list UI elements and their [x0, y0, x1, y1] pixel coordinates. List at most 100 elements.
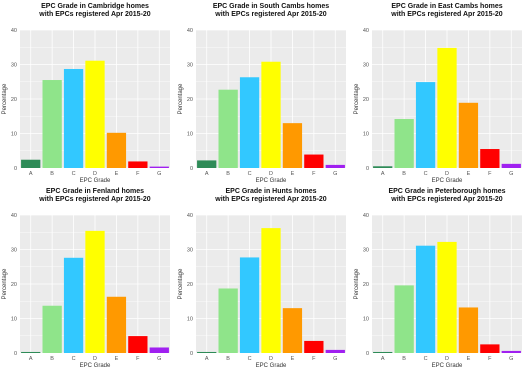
bar-g [325, 349, 345, 353]
bar-g [325, 164, 345, 168]
chart-title-line: EPC Grade in South Cambs homes [213, 3, 329, 10]
x-tick-label: F [312, 356, 316, 362]
x-tick-label: A [381, 171, 385, 177]
bar-e [458, 307, 479, 353]
x-axis-title: EPC Grade [432, 363, 463, 369]
bar-f [128, 161, 148, 168]
y-tick-label: 40 [363, 28, 369, 34]
y-tick-label: 0 [366, 166, 369, 172]
bar-b [42, 80, 62, 168]
y-tick-label: 0 [190, 166, 193, 172]
y-tick-label: 10 [11, 132, 17, 138]
bar-c [239, 77, 260, 168]
y-tick-label: 40 [187, 213, 193, 219]
bar-e [106, 296, 127, 353]
x-tick-label: D [269, 356, 273, 362]
x-axis-title: EPC Grade [80, 178, 111, 184]
bar-f [480, 344, 500, 353]
y-tick-label: 20 [11, 282, 17, 288]
bar-d [437, 241, 457, 353]
bar-f [128, 336, 148, 353]
x-tick-label: E [467, 171, 471, 177]
chart-panel: EPC Grade in East Cambs homes with EPCs r… [352, 0, 528, 184]
x-tick-label: E [115, 171, 119, 177]
x-axis-title: EPC Grade [432, 178, 463, 184]
bar-f [480, 149, 500, 168]
y-tick-label: 30 [187, 63, 193, 69]
bar-b [394, 119, 414, 168]
x-tick-label: A [205, 356, 209, 362]
y-tick-label: 40 [11, 28, 17, 34]
y-tick-label: 30 [11, 63, 17, 69]
y-axis-title: Percentage [178, 83, 184, 114]
bar-g [149, 347, 169, 353]
x-tick-label: C [248, 356, 252, 362]
chart-title-line: with EPCs registered Apr 2015-20 [38, 11, 151, 18]
bar-e [282, 308, 303, 353]
bar-a [373, 351, 393, 353]
x-tick-label: D [269, 171, 273, 177]
x-tick-label: D [93, 171, 97, 177]
bar-a [197, 351, 217, 353]
x-axis-title: EPC Grade [256, 178, 287, 184]
x-tick-label: A [29, 171, 33, 177]
y-tick-label: 0 [14, 351, 17, 357]
x-tick-label: F [488, 171, 492, 177]
x-tick-label: D [93, 356, 97, 362]
y-tick-label: 40 [363, 213, 369, 219]
x-tick-label: E [115, 356, 119, 362]
x-tick-label: G [157, 171, 161, 177]
y-tick-label: 40 [187, 28, 193, 34]
chart-title-line: with EPCs registered Apr 2015-20 [390, 196, 503, 203]
bar-d [85, 230, 105, 353]
x-tick-label: B [50, 356, 54, 362]
y-tick-label: 0 [190, 351, 193, 357]
bar-a [21, 351, 41, 353]
bar-b [42, 305, 62, 353]
bar-g [501, 350, 521, 353]
x-tick-label: A [29, 356, 33, 362]
x-tick-label: F [136, 356, 140, 362]
y-tick-label: 10 [363, 132, 369, 138]
bar-a [197, 160, 217, 168]
x-tick-label: G [509, 171, 513, 177]
y-tick-label: 10 [363, 317, 369, 323]
bar-d [85, 60, 105, 168]
x-tick-label: E [467, 356, 471, 362]
bar-c [239, 257, 260, 353]
chart-title-line: EPC Grade in Fenland homes [46, 188, 144, 195]
bar-c [63, 68, 84, 168]
chart-title-line: EPC Grade in Peterborough homes [388, 188, 505, 195]
bar-f [304, 340, 324, 353]
y-tick-label: 30 [187, 248, 193, 254]
bar-f [304, 154, 324, 168]
bar-e [282, 123, 303, 168]
x-tick-label: F [136, 171, 140, 177]
bar-e [106, 132, 127, 168]
x-tick-label: B [226, 171, 230, 177]
x-tick-label: C [72, 171, 76, 177]
x-tick-label: B [402, 356, 406, 362]
chart-panel: EPC Grade in South Cambs homes with EPCs … [176, 0, 352, 184]
bar-c [63, 257, 84, 353]
chart-panel: EPC Grade in Fenland homes with EPCs regi… [0, 185, 176, 369]
chart-title-line: EPC Grade in East Cambs homes [391, 3, 502, 10]
y-tick-label: 40 [11, 213, 17, 219]
bar-d [261, 61, 281, 168]
y-tick-label: 30 [363, 248, 369, 254]
chart-title-line: with EPCs registered Apr 2015-20 [214, 11, 327, 18]
y-tick-label: 0 [366, 351, 369, 357]
bar-d [261, 228, 281, 353]
bar-c [415, 82, 436, 168]
x-tick-label: G [157, 356, 161, 362]
y-axis-title: Percentage [2, 268, 8, 299]
x-axis-title: EPC Grade [80, 363, 111, 369]
y-axis-title: Percentage [354, 268, 360, 299]
chart-title-line: with EPCs registered Apr 2015-20 [390, 11, 503, 18]
x-tick-label: B [50, 171, 54, 177]
y-tick-label: 20 [187, 97, 193, 103]
